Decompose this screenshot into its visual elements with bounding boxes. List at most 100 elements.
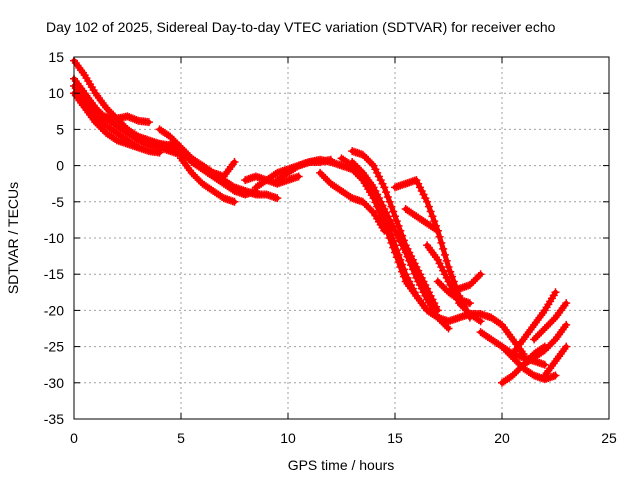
data-point <box>189 170 198 179</box>
data-point <box>414 179 423 188</box>
data-point <box>498 342 506 351</box>
data-point <box>439 266 448 275</box>
data-series-track-24 <box>455 270 485 293</box>
data-point <box>387 231 396 240</box>
data-point <box>551 288 560 297</box>
data-point <box>421 194 430 203</box>
data-point <box>194 176 203 185</box>
data-point <box>366 205 375 214</box>
data-point <box>551 371 560 380</box>
x-tick-label: 0 <box>70 430 78 446</box>
y-tick-label: -35 <box>44 411 64 427</box>
data-point <box>373 168 382 177</box>
data-point <box>319 172 328 181</box>
data-point <box>349 159 358 168</box>
data-point <box>374 172 383 181</box>
data-point <box>367 159 376 168</box>
data-point <box>547 338 556 347</box>
data-point <box>369 183 378 192</box>
data-point <box>446 281 455 290</box>
data-point <box>430 217 439 226</box>
x-tick-label: 10 <box>280 430 296 446</box>
data-point <box>469 277 478 286</box>
data-point <box>410 269 419 278</box>
data-point <box>546 340 555 349</box>
data-point <box>440 284 449 293</box>
data-point <box>460 304 469 313</box>
data-series-track-15 <box>316 168 389 235</box>
data-point <box>111 135 120 144</box>
data-point <box>437 262 446 271</box>
data-point <box>323 176 332 185</box>
data-series-track-11 <box>241 186 282 203</box>
data-point <box>401 270 410 279</box>
data-point <box>512 367 521 376</box>
data-point <box>531 333 540 342</box>
data-point <box>358 197 367 206</box>
data-point <box>433 226 442 235</box>
data-point <box>366 157 375 166</box>
data-point <box>385 197 394 206</box>
data-point <box>546 319 555 328</box>
data-point <box>273 194 282 203</box>
data-point <box>412 273 421 282</box>
data-point <box>207 167 216 176</box>
data-point <box>230 157 239 166</box>
y-tick-label: -10 <box>44 230 64 246</box>
data-point <box>537 328 546 337</box>
data-point <box>317 170 326 179</box>
data-series <box>70 56 571 387</box>
data-point <box>389 236 398 245</box>
data-point <box>187 168 196 177</box>
data-point <box>435 232 444 241</box>
data-point <box>544 342 553 351</box>
data-point <box>446 267 455 276</box>
data-point <box>403 273 412 282</box>
data-point <box>474 316 483 325</box>
data-point <box>371 186 380 195</box>
data-point <box>514 358 523 367</box>
data-point <box>512 357 521 366</box>
data-point <box>408 284 417 293</box>
data-point <box>414 277 423 286</box>
data-point <box>94 107 103 116</box>
data-point <box>423 197 432 206</box>
data-point <box>442 273 451 282</box>
data-point <box>474 272 483 281</box>
data-point <box>508 353 517 362</box>
data-point <box>437 238 446 247</box>
y-tick-label: -15 <box>44 266 64 282</box>
data-point <box>182 152 191 161</box>
data-point <box>535 329 544 338</box>
data-point <box>465 299 474 308</box>
data-point <box>103 105 112 114</box>
data-point <box>476 270 485 279</box>
data-point <box>364 203 373 212</box>
data-point <box>467 279 476 288</box>
data-point <box>471 275 480 284</box>
data-point <box>396 237 405 246</box>
data-point <box>435 279 444 288</box>
data-point <box>444 324 453 333</box>
data-point <box>417 186 426 195</box>
x-tick-label: 15 <box>387 430 403 446</box>
data-point <box>421 291 430 300</box>
data-point <box>530 335 539 344</box>
data-point <box>432 225 441 234</box>
data-point <box>321 174 330 183</box>
data-point <box>141 139 150 148</box>
data-point <box>134 143 143 152</box>
data-point <box>102 103 111 112</box>
data-point <box>419 190 428 199</box>
y-tick-label: 10 <box>48 85 64 101</box>
data-point <box>417 284 426 293</box>
data-point <box>228 185 237 194</box>
data-point <box>271 170 280 179</box>
data-point <box>547 317 556 326</box>
data-point <box>358 150 367 159</box>
data-point <box>389 207 398 216</box>
data-point <box>476 317 485 326</box>
data-point <box>542 322 551 331</box>
data-series-track-19 <box>391 176 474 322</box>
